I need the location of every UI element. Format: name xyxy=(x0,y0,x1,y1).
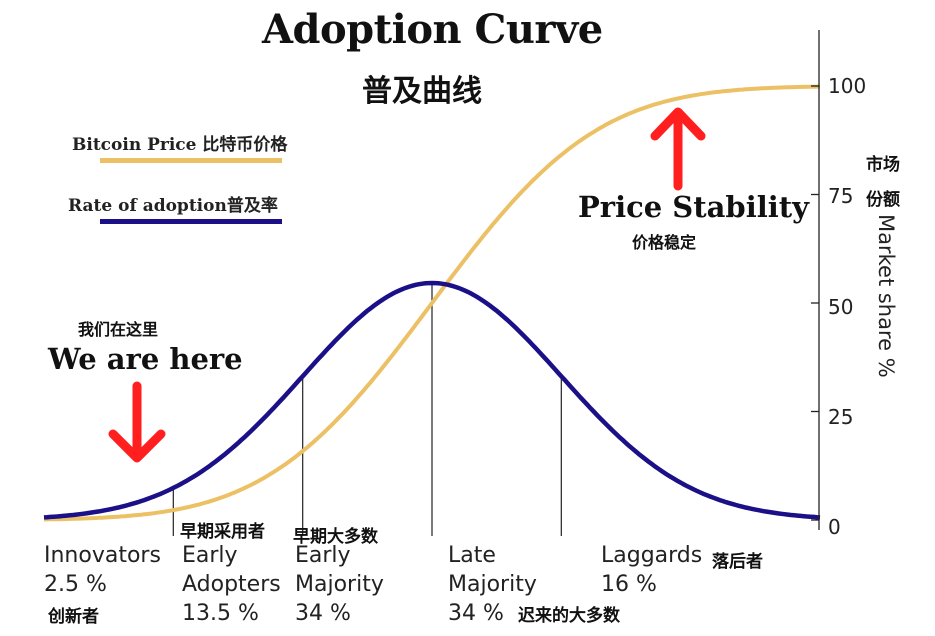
segment-share: 16 % xyxy=(601,572,657,597)
price-stability-arrow-head xyxy=(650,107,706,141)
segment-name-line-2: Majority xyxy=(295,572,384,597)
curves xyxy=(43,84,821,522)
segment-name-line-2: Adopters xyxy=(182,572,281,597)
segment-early-adopters: Early Adopters 13.5 % xyxy=(182,541,281,628)
segment-late-majority-cn: 迟来的大多数 xyxy=(518,606,620,626)
price-stability-cn: 价格稳定 xyxy=(632,233,697,252)
segment-innovators-cn: 创新者 xyxy=(48,607,99,627)
price-curve xyxy=(44,84,820,522)
we-are-here-cn: 我们在这里 xyxy=(78,320,159,339)
adoption-curve xyxy=(43,280,821,520)
we-are-here-label: We are here xyxy=(48,342,243,376)
segment-share: 2.5 % xyxy=(44,572,107,597)
segment-late-majority: Late Majority 34 % xyxy=(448,541,537,628)
segment-name-line-1: Early xyxy=(295,543,351,568)
y-axis-label-cn-2: 份额 xyxy=(866,190,900,210)
y-axis-label: Market share % xyxy=(874,214,898,378)
legend-adoption-swatch xyxy=(100,219,282,224)
segment-share: 13.5 % xyxy=(182,601,259,626)
y-tick-50: 50 xyxy=(828,295,854,319)
chart-title: Adoption Curve xyxy=(262,6,603,53)
we-are-here-arrow-head xyxy=(108,429,166,463)
segment-name-line-2: Majority xyxy=(448,572,537,597)
arrows xyxy=(108,107,706,463)
segment-name: Innovators xyxy=(44,543,161,568)
segment-name-line-1: Late xyxy=(448,543,496,568)
segment-early-majority: Early Majority 34 % xyxy=(295,541,384,628)
segment-laggards-cn: 落后者 xyxy=(712,552,763,572)
segment-name: Laggards xyxy=(601,543,703,568)
segment-share: 34 % xyxy=(295,601,351,626)
segment-laggards: Laggards 16 % xyxy=(601,541,702,599)
y-tick-25: 25 xyxy=(828,405,854,429)
y-axis xyxy=(811,30,820,530)
chart-subtitle: 普及曲线 xyxy=(362,74,482,109)
y-tick-75: 75 xyxy=(828,184,854,208)
segment-early-adopters-cn: 早期采用者 xyxy=(180,522,265,542)
legend-price-swatch xyxy=(100,158,282,163)
segment-name-line-1: Early xyxy=(182,543,238,568)
y-tick-100: 100 xyxy=(828,74,867,98)
segment-share: 34 % xyxy=(448,601,504,626)
legend-adoption-label: Rate of adoption普及率 xyxy=(68,196,278,216)
segment-innovators: Innovators 2.5 % xyxy=(44,541,161,599)
price-stability-label: Price Stability xyxy=(578,190,810,224)
y-axis-label-cn-1: 市场 xyxy=(866,155,900,175)
y-tick-0: 0 xyxy=(828,515,841,539)
legend-price-label: Bitcoin Price 比特币价格 xyxy=(72,135,288,155)
segment-dividers xyxy=(172,283,562,536)
segment-early-majority-cn: 早期大多数 xyxy=(293,527,378,547)
